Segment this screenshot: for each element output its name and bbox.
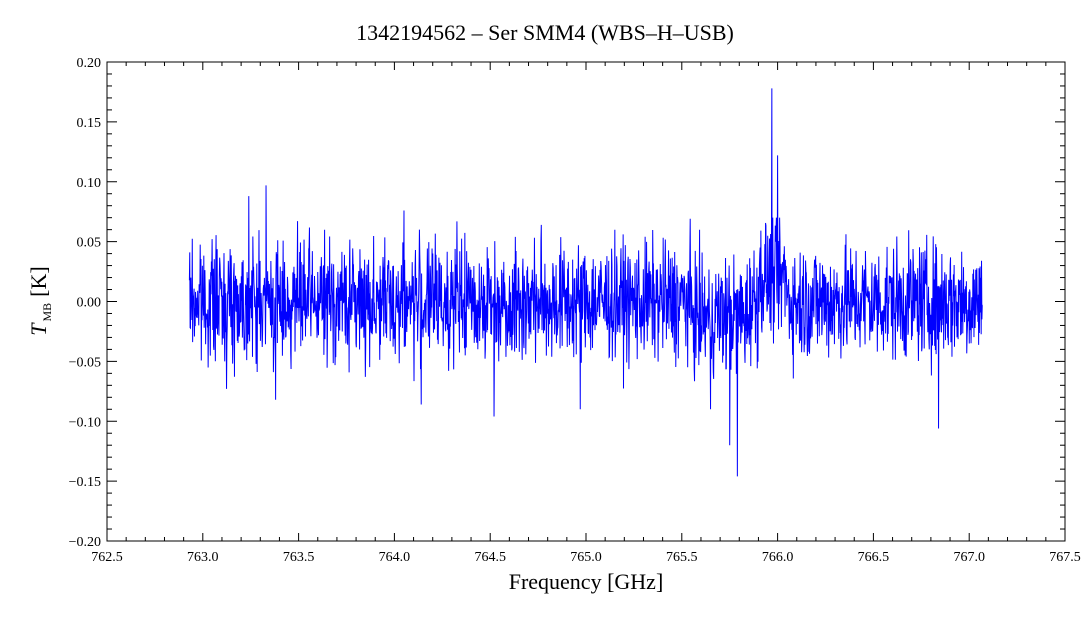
spectrum-line (188, 88, 983, 477)
y-axis-label-unit: [K] (26, 266, 51, 297)
y-tick-labels: 0.20 0.15 0.10 0.05 0.00 −0.05 −0.10 −0.15 −0.20 (69, 56, 101, 550)
x-tick-label: 764.0 (379, 550, 411, 565)
x-tick-label: 763.0 (187, 550, 219, 565)
plot-area (106, 61, 1066, 542)
svg-text:TMB[K]: TMB [K] (26, 266, 54, 335)
y-tick-label: 0.05 (77, 236, 102, 251)
x-tick-label: 767.5 (1049, 550, 1081, 565)
x-tick-label: 765.0 (570, 550, 602, 565)
x-tick-label: 765.5 (666, 550, 698, 565)
y-axis-label: TMB [K] (26, 266, 54, 335)
chart-title: 1342194562 – Ser SMM4 (WBS–H–USB) (356, 20, 734, 45)
y-tick-label: 0.20 (77, 56, 102, 71)
axis-ticks (106, 61, 1066, 542)
x-tick-label: 762.5 (91, 550, 123, 565)
y-tick-label: −0.20 (69, 535, 101, 550)
spectrum-series (188, 88, 983, 477)
y-tick-label: −0.10 (69, 415, 101, 430)
y-axis-label-main: T (26, 322, 51, 336)
x-tick-labels: 762.5 763.0 763.5 764.0 764.5 765.0 765.5 766.0… (91, 550, 1081, 565)
y-tick-label: 0.00 (77, 296, 102, 311)
y-tick-label: 0.15 (77, 116, 102, 131)
x-tick-label: 767.0 (953, 550, 985, 565)
x-tick-label: 766.0 (762, 550, 794, 565)
x-tick-label: 763.5 (283, 550, 315, 565)
x-axis-label: Frequency [GHz] (509, 569, 664, 594)
y-tick-label: −0.05 (69, 355, 101, 370)
y-tick-label: −0.15 (69, 475, 101, 490)
y-axis-label-subscript: MB (40, 303, 54, 322)
y-tick-label: 0.10 (77, 176, 102, 191)
x-tick-label: 766.5 (858, 550, 890, 565)
x-tick-label: 764.5 (474, 550, 506, 565)
